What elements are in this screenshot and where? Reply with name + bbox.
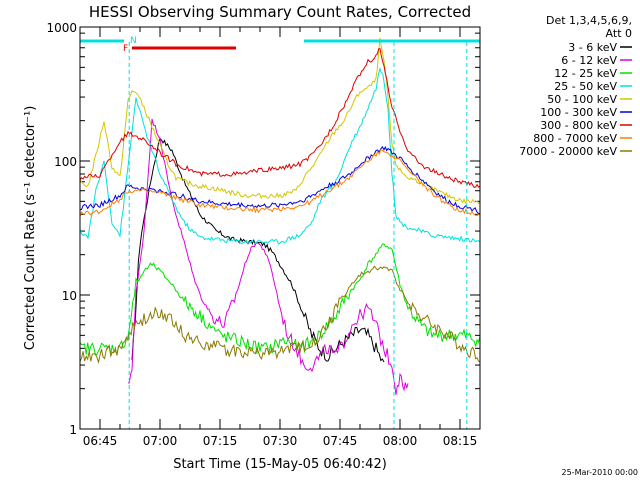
legend-entry-label-12-25-kev: 12 - 25 keV	[554, 67, 617, 80]
flag-label-n: N	[130, 36, 137, 46]
y-tick-label: 1000	[46, 21, 77, 35]
series-line-800-7000-kev	[79, 149, 481, 217]
chart-title: HESSI Observing Summary Count Rates, Cor…	[89, 3, 471, 21]
series-line-300-800-kev	[79, 48, 481, 189]
legend-header-line-1: Det 1,3,4,5,6,9,	[546, 14, 632, 27]
y-tick-label: 10	[62, 289, 77, 303]
y-tick-label: 100	[54, 155, 77, 169]
legend-entry-label-7000-20000-kev: 7000 - 20000 keV	[519, 145, 617, 158]
series-line-3-6-kev	[131, 137, 385, 363]
x-axis-label: Start Time (15-May-05 06:40:42)	[173, 457, 387, 472]
y-tick-label: 1	[69, 423, 77, 437]
x-tick-label: 08:15	[443, 434, 478, 448]
legend-entry-label-50-100-kev: 50 - 100 keV	[547, 93, 617, 106]
legend-entry-label-800-7000-kev: 800 - 7000 keV	[533, 132, 617, 145]
plot-frame	[79, 26, 481, 430]
tick-marks	[80, 26, 481, 430]
y-tick-labels: 1 10 100 1000	[46, 21, 77, 437]
legend-entry-label-300-800-kev: 300 - 800 keV	[540, 119, 617, 132]
series-line-100-300-kev	[79, 145, 481, 215]
series-line-50-100-kev	[79, 37, 481, 205]
x-tick-labels: 06:45 07:00 07:15 07:30 07:45 08:00 08:15	[83, 434, 478, 448]
x-tick-label: 07:30	[263, 434, 298, 448]
series-line-7000-20000-kev	[79, 265, 481, 365]
legend-entry-label-100-300-kev: 100 - 300 keV	[540, 106, 617, 119]
legend-entry-label-3-6-kev: 3 - 6 keV	[568, 41, 617, 54]
y-axis-label: Corrected Count Rate (s⁻¹ detector⁻¹)	[23, 106, 38, 351]
x-tick-label: 07:15	[203, 434, 238, 448]
night-markers	[128, 42, 468, 429]
legend-header-line-2: Att 0	[606, 27, 632, 40]
flag-label-f: F	[123, 44, 128, 54]
flag-bars: NF	[80, 36, 480, 54]
x-tick-label: 07:00	[143, 434, 178, 448]
legend-entry-label-25-50-kev: 25 - 50 keV	[554, 80, 617, 93]
series-line-12-25-kev	[79, 243, 481, 356]
x-tick-label: 06:45	[83, 434, 118, 448]
x-tick-label: 08:00	[383, 434, 418, 448]
series-lines	[79, 37, 481, 395]
timestamp: 25-Mar-2010 00:00	[562, 468, 639, 477]
legend-entry-label-6-12-kev: 6 - 12 keV	[561, 54, 617, 67]
x-tick-label: 07:45	[323, 434, 358, 448]
series-line-25-50-kev	[79, 67, 481, 245]
series-line-6-12-kev	[127, 118, 409, 395]
